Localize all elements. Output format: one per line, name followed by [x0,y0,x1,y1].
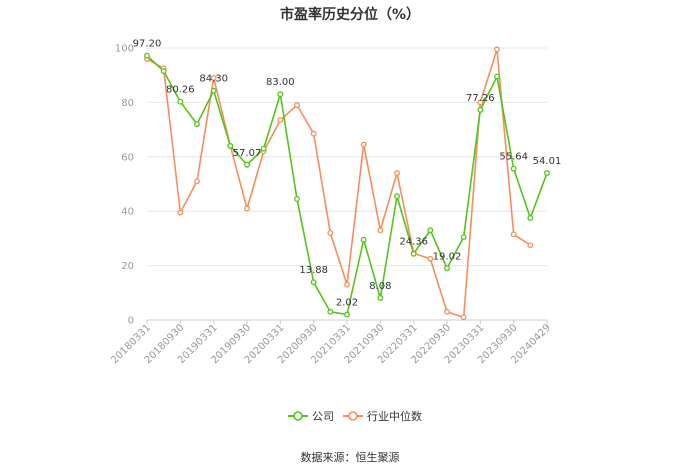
data-point [394,193,400,200]
data-point [327,230,334,236]
data-label: 83.00 [266,77,295,88]
data-point [227,142,234,149]
data-point [344,311,350,318]
data-point [177,98,184,105]
data-point [210,87,217,94]
data-point [210,74,217,81]
data-point [194,178,200,185]
series-line-industry-median [146,48,531,319]
data-point [460,234,467,240]
data-label: 13.88 [299,265,328,276]
legend-item-industry-median-marker[interactable] [348,411,358,421]
data-point [510,231,517,238]
data-label: 77.26 [466,93,495,104]
data-point [444,308,450,315]
y-tick-label: 100 [115,44,134,55]
data-point [360,236,367,243]
data-point [344,281,350,288]
data-point [544,170,550,177]
y-tick-label: 0 [128,316,134,327]
data-point [527,242,534,249]
data-point [177,209,184,216]
data-point [427,227,434,234]
data-point [494,46,500,53]
data-label: 97.20 [133,39,162,50]
data-point [360,141,367,148]
data-point [494,73,500,80]
data-label: 54.01 [533,156,562,167]
data-label: 84.30 [199,74,228,85]
legend-item-company-label[interactable]: 公司 [312,410,334,423]
data-point [510,165,517,172]
data-point [277,91,284,98]
data-point [410,250,417,257]
data-point [427,255,434,262]
data-point [244,205,250,212]
y-tick-label: 80 [121,98,134,109]
data-point [460,314,467,321]
legend[interactable]: 公司 行业中位数 [288,409,422,423]
chart-title: 市盈率历史分位（%） [280,6,420,23]
data-point [294,196,300,202]
data-label: 57.07 [233,148,262,159]
data-point [394,170,400,177]
data-point [277,117,284,124]
data-point [377,295,384,301]
data-point [327,308,334,315]
data-point [310,130,317,137]
data-point [527,215,534,221]
legend-item-industry-median-label[interactable]: 行业中位数 [367,409,422,423]
data-point [194,121,200,128]
data-point [477,99,484,106]
data-label: 80.26 [166,85,195,96]
y-tick-label: 40 [121,207,134,218]
source-note: 数据来源：恒生聚源 [301,450,400,464]
data-point [160,68,167,75]
x-axis: 2018033120180930201903312019093020200331… [109,320,553,366]
data-point [294,102,300,109]
data-labels: 97.20 80.26 84.30 57.07 83.00 13.88 2.02 8.08 24… [133,39,562,309]
data-label: 19.02 [433,251,462,262]
data-point [310,279,317,286]
legend-item-company-marker[interactable] [293,411,303,421]
data-point [444,265,450,272]
series-lines [146,48,548,319]
data-label: 55.64 [499,152,528,163]
data-point [477,106,484,113]
data-point [144,52,150,59]
data-label: 8.08 [369,281,391,292]
y-tick-label: 60 [121,152,134,163]
data-label: 24.36 [399,237,428,248]
data-point [377,227,384,234]
data-point [260,145,267,152]
y-tick-label: 20 [121,261,134,272]
y-axis: 0 20 40 60 80 100 [115,44,134,327]
data-point [244,161,250,168]
series-points [144,46,550,321]
data-label: 2.02 [336,298,358,309]
